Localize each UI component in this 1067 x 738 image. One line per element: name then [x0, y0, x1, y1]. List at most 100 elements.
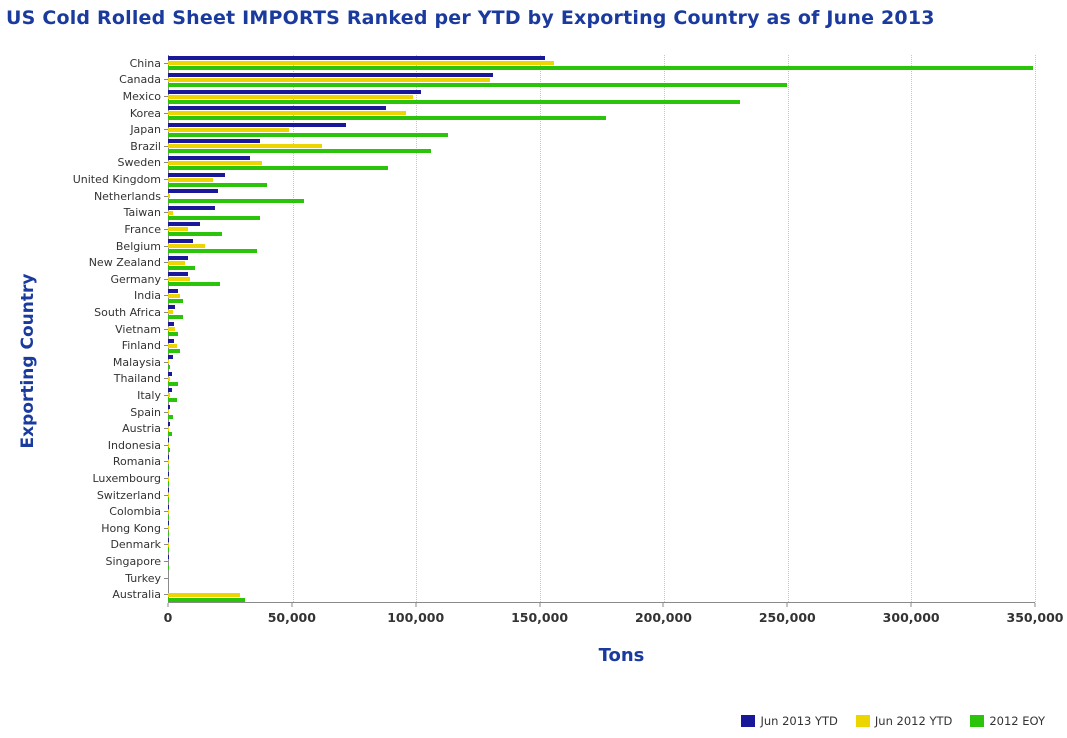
- bar-2012-eoy-australia: [168, 597, 245, 602]
- y-tick-mark: [164, 278, 168, 280]
- bar-2012-eoy-japan: [168, 132, 448, 137]
- gridline: [540, 55, 542, 602]
- category-label-cell: Turkey: [48, 570, 168, 587]
- y-tick-mark: [164, 577, 168, 579]
- bar-jun-2012-ytd-sweden: [168, 160, 263, 165]
- gridline: [911, 55, 913, 602]
- category-label-cell: Singapore: [48, 553, 168, 570]
- bar-jun-2012-ytd-netherlands: [168, 194, 171, 199]
- bar-2012-eoy-luxembourg: [168, 481, 169, 486]
- category-label-cell: Vietnam: [48, 321, 168, 338]
- y-tick-mark: [164, 444, 168, 446]
- plot-area: China Canada Mexico Korea Japan Brazil Sweden U…: [48, 55, 1036, 604]
- bar-2012-eoy-indonesia: [168, 448, 171, 453]
- bar-group-sweden: Sweden: [48, 155, 1035, 172]
- bar-jun-2012-ytd-germany: [168, 277, 191, 282]
- x-tick-mark: [662, 603, 664, 607]
- bar-group-canada: Canada: [48, 72, 1035, 89]
- bar-stack: [168, 420, 1035, 437]
- bar-jun-2013-ytd-germany: [168, 272, 188, 277]
- category-label-cell: Switzerland: [48, 487, 168, 504]
- category-label: Vietnam: [115, 322, 161, 336]
- bar-stack: [168, 204, 1035, 221]
- bar-group-denmark: Denmark: [48, 537, 1035, 554]
- category-label: Brazil: [130, 139, 161, 153]
- y-tick-mark: [164, 96, 168, 98]
- bar-group-netherlands: Netherlands: [48, 188, 1035, 205]
- bar-2012-eoy-france: [168, 232, 223, 237]
- bar-jun-2013-ytd-china: [168, 56, 545, 61]
- bar-2012-eoy-spain: [168, 415, 173, 420]
- legend-swatch: [741, 715, 756, 727]
- legend-item-jun-2012-ytd: Jun 2012 YTD: [855, 714, 952, 728]
- bar-jun-2012-ytd-canada: [168, 77, 491, 82]
- category-label: Sweden: [117, 156, 161, 170]
- category-label: Japan: [130, 123, 161, 137]
- category-label-cell: Australia: [48, 587, 168, 604]
- bar-group-korea: Korea: [48, 105, 1035, 122]
- bar-stack: [168, 337, 1035, 354]
- x-tick-mark: [910, 603, 912, 607]
- category-label: Denmark: [110, 538, 161, 552]
- y-tick-mark: [164, 262, 168, 264]
- bar-jun-2013-ytd-korea: [168, 106, 386, 111]
- bar-jun-2012-ytd-belgium: [168, 244, 206, 248]
- chart-body: Exporting Country China Canada Mexico Korea…: [8, 55, 1063, 666]
- bar-stack: [168, 55, 1035, 72]
- gridline: [1035, 55, 1036, 602]
- bar-stack: [168, 72, 1035, 89]
- category-label: Germany: [110, 272, 161, 286]
- x-tick-label: 200,000: [634, 610, 692, 625]
- category-label-cell: Hong Kong: [48, 520, 168, 537]
- bar-jun-2013-ytd-thailand: [168, 371, 172, 376]
- bar-2012-eoy-thailand: [168, 381, 178, 386]
- category-label: United Kingdom: [72, 173, 161, 187]
- bar-stack: [168, 254, 1035, 271]
- legend: Jun 2013 YTD Jun 2012 YTD 2012 EOY: [741, 714, 1045, 728]
- bar-group-japan: Japan: [48, 121, 1035, 138]
- y-tick-mark: [164, 328, 168, 330]
- bar-group-taiwan: Taiwan: [48, 204, 1035, 221]
- y-tick-mark: [164, 145, 168, 147]
- bar-stack: [168, 304, 1035, 321]
- bar-jun-2012-ytd-finland: [168, 343, 177, 348]
- legend-swatch: [970, 715, 985, 727]
- bar-group-romania: Romania: [48, 454, 1035, 471]
- category-label: South Africa: [94, 305, 161, 319]
- bar-2012-eoy-india: [168, 298, 183, 303]
- category-label: Luxembourg: [92, 472, 161, 486]
- y-tick-mark: [164, 378, 168, 380]
- category-label: China: [129, 56, 161, 70]
- bar-2012-eoy-malaysia: [168, 365, 171, 370]
- bar-jun-2012-ytd-india: [168, 293, 181, 298]
- bar-stack: [168, 404, 1035, 421]
- category-label: New Zealand: [88, 256, 161, 270]
- bar-stack: [168, 238, 1035, 255]
- bar-stack: [168, 321, 1035, 338]
- bar-stack: [168, 487, 1035, 504]
- x-tick-label: 100,000: [387, 610, 445, 625]
- x-tick-label: 50,000: [267, 610, 316, 625]
- y-tick-mark: [164, 345, 168, 347]
- category-label-cell: Indonesia: [48, 437, 168, 454]
- bar-jun-2012-ytd-united-kingdom: [168, 177, 213, 182]
- y-tick-mark: [164, 527, 168, 529]
- gridline: [292, 55, 294, 602]
- legend-item-jun-2013-ytd: Jun 2013 YTD: [741, 714, 838, 728]
- y-axis-title-wrap: Exporting Country: [8, 55, 48, 666]
- bar-jun-2012-ytd-taiwan: [168, 210, 173, 215]
- x-tick-label: 150,000: [511, 610, 569, 625]
- bar-group-turkey: Turkey: [48, 570, 1035, 587]
- bar-2012-eoy-brazil: [168, 149, 431, 154]
- category-label-cell: France: [48, 221, 168, 238]
- category-label: Indonesia: [107, 438, 161, 452]
- bar-jun-2012-ytd-china: [168, 61, 555, 66]
- bar-group-thailand: Thailand: [48, 371, 1035, 388]
- bar-jun-2013-ytd-finland: [168, 338, 175, 343]
- bar-jun-2012-ytd-spain: [168, 410, 170, 415]
- category-label: Belgium: [115, 239, 161, 253]
- bar-2012-eoy-new-zealand: [168, 265, 196, 270]
- y-tick-mark: [164, 79, 168, 81]
- bar-jun-2013-ytd-japan: [168, 122, 347, 127]
